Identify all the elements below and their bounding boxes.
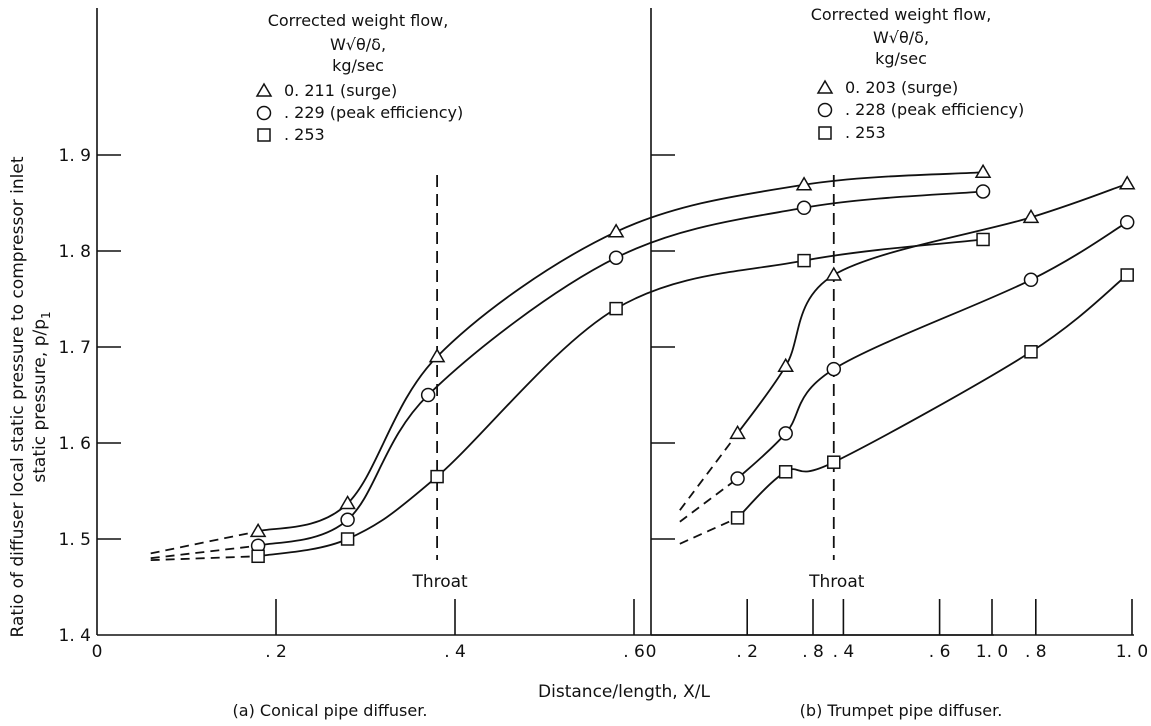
x-tick-label: . 6	[929, 642, 951, 662]
legend-title: kg/sec	[332, 56, 384, 75]
square-marker	[251, 549, 265, 564]
x-tick-label: . 8	[802, 642, 824, 662]
triangle-marker	[339, 494, 356, 510]
legend-title: Corrected weight flow,	[268, 11, 449, 30]
series-line	[736, 182, 1128, 434]
legend-label: . 253	[284, 125, 325, 144]
panel-caption: (a) Conical pipe diffuser.	[233, 701, 428, 720]
triangle-marker	[816, 79, 834, 94]
throat-label: Throat	[411, 572, 468, 592]
series-extrapolation-line	[150, 530, 259, 555]
series-extrapolation-line	[150, 555, 259, 562]
y-axis-label-line1: Ratio of diffuser local static pressure …	[8, 156, 28, 637]
series-line	[736, 274, 1128, 519]
triangle-marker	[795, 176, 813, 191]
circle-marker	[778, 426, 793, 441]
legend-label: . 253	[845, 123, 886, 142]
series-line	[257, 171, 984, 533]
legend-title: W√θ/δ,	[330, 35, 386, 54]
x-tick-label: . 8	[1025, 642, 1047, 662]
x-tick-label: 0	[92, 642, 103, 662]
circle-marker	[826, 361, 842, 377]
x-tick-label: . 6	[623, 642, 645, 662]
x-tick-label: . 2	[736, 642, 758, 662]
panel-caption: (b) Trumpet pipe diffuser.	[800, 701, 1003, 720]
circle-marker	[608, 250, 624, 265]
y-tick-label: 1. 6	[59, 434, 91, 454]
y-axis-label: static pressure, p/p1	[30, 311, 53, 482]
square-marker	[1120, 268, 1134, 282]
circle-marker	[1023, 272, 1039, 288]
legend-title: Corrected weight flow,	[811, 5, 992, 24]
square-marker	[827, 455, 841, 469]
square-marker	[257, 128, 271, 142]
x-tick-label: . 2	[265, 642, 287, 662]
triangle-marker	[255, 82, 273, 97]
series-extrapolation-line	[679, 477, 739, 523]
triangle-marker	[729, 424, 746, 440]
triangle-marker	[428, 348, 446, 363]
triangle-marker	[974, 163, 992, 179]
y-axis-label: Ratio of diffuser local static pressure …	[8, 156, 28, 637]
legend-title: kg/sec	[875, 49, 927, 68]
square-marker	[818, 126, 832, 140]
square-marker	[976, 232, 990, 247]
square-marker	[1024, 345, 1038, 359]
legend-label: . 229 (peak efficiency)	[284, 103, 463, 122]
triangle-marker	[777, 357, 794, 372]
legend-label: 0. 203 (surge)	[845, 78, 958, 97]
x-tick-label: 0	[646, 642, 657, 662]
circle-marker	[256, 105, 272, 121]
throat-label: Throat	[808, 572, 865, 592]
series-extrapolation-line	[679, 432, 739, 511]
legend-label: 0. 211 (surge)	[284, 81, 397, 100]
y-axis-label-subscript: 1	[39, 311, 53, 319]
y-tick-label: 1. 7	[59, 338, 91, 358]
y-tick-label: 1. 5	[59, 530, 91, 550]
square-marker	[797, 253, 811, 268]
series-extrapolation-line	[150, 544, 259, 560]
series-line	[257, 190, 984, 547]
panel-trumpet: 0 . 2 . 4 . 6 . 8 1. 0 Throat 0. 203 (surge) . 2…	[646, 5, 1149, 720]
circle-marker	[340, 512, 355, 528]
x-tick-label: 1. 0	[1116, 642, 1148, 662]
square-marker	[730, 511, 745, 525]
square-marker	[340, 532, 355, 546]
x-axis-label: Distance/length, X/L	[538, 682, 710, 702]
y-tick-label: 1. 4	[59, 626, 91, 646]
legend-label: . 228 (peak efficiency)	[845, 100, 1024, 119]
x-tick-label: 1. 0	[976, 642, 1008, 662]
square-marker	[778, 465, 793, 479]
series-line	[736, 221, 1128, 480]
triangle-marker	[1022, 208, 1040, 224]
triangle-marker	[1118, 175, 1136, 190]
circle-marker	[796, 200, 812, 216]
series-line	[257, 238, 984, 558]
circle-marker	[420, 387, 436, 403]
x-tick-label: . 4	[833, 642, 855, 662]
square-marker	[609, 301, 623, 316]
series-extrapolation-line	[679, 517, 738, 545]
y-axis-label-line2: static pressure, p/p	[30, 319, 50, 483]
legend-title: W√θ/δ,	[873, 28, 929, 47]
triangle-marker	[825, 266, 843, 281]
square-marker	[430, 469, 444, 484]
circle-marker	[730, 471, 745, 486]
circle-marker	[817, 102, 833, 118]
triangle-marker	[249, 522, 267, 538]
circle-marker	[1119, 214, 1135, 230]
triangle-marker	[607, 223, 625, 238]
y-tick-label: 1. 9	[59, 146, 91, 166]
panel-conical: 0 . 2 . 4 . 6 . 8 1. 0 1. 4 1. 5 1. 6 1. 7 1. 8 1. …	[59, 8, 1008, 720]
circle-marker	[975, 184, 991, 199]
y-tick-label: 1. 8	[59, 242, 91, 262]
x-tick-label: . 4	[444, 642, 466, 662]
